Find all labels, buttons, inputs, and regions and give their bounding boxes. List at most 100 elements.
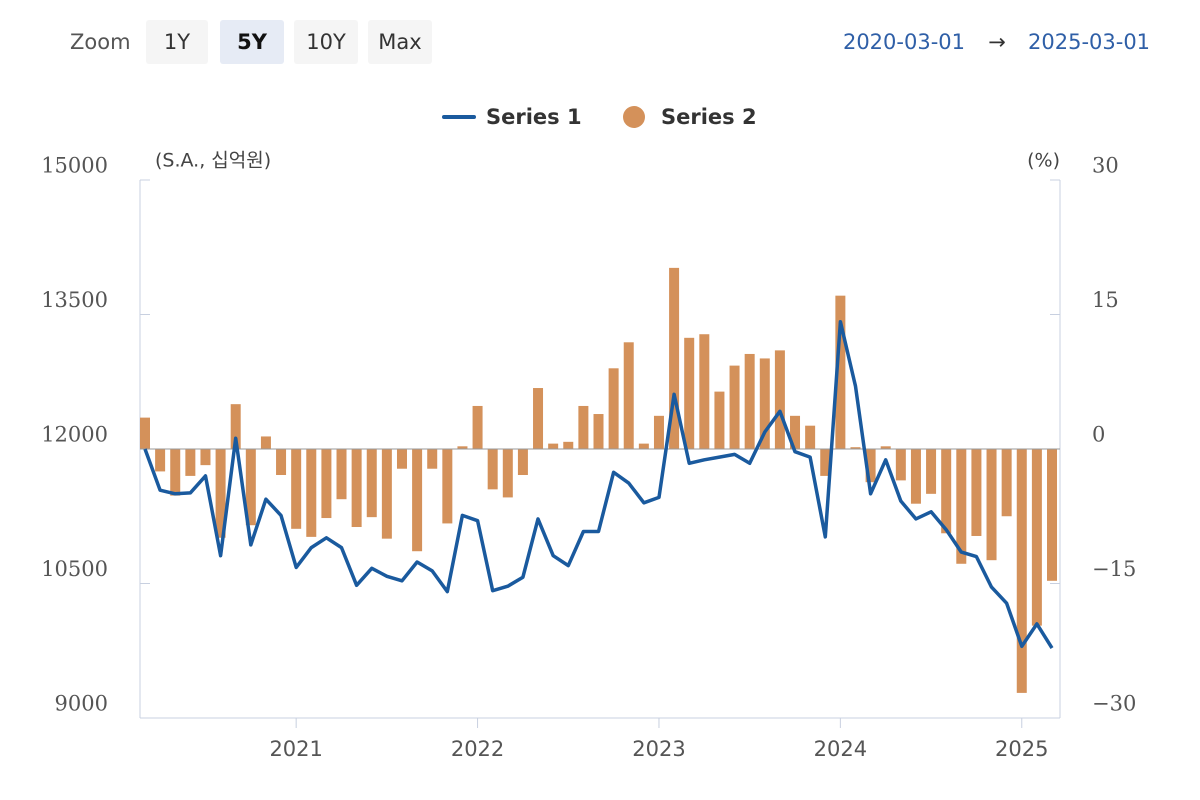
- zoom-button[interactable]: 10Y: [294, 20, 358, 64]
- bar: [1031, 449, 1042, 626]
- bar: [653, 415, 664, 449]
- bar: [956, 449, 967, 564]
- bar: [306, 449, 317, 537]
- x-tick-label: 2022: [451, 737, 504, 761]
- bar: [941, 449, 952, 534]
- bar: [442, 449, 453, 524]
- bar: [1001, 449, 1012, 517]
- bar: [714, 391, 725, 449]
- bar: [321, 449, 332, 519]
- zoom-button[interactable]: Max: [368, 20, 432, 64]
- bar: [170, 449, 181, 496]
- bar: [215, 449, 226, 538]
- x-tick-label: 2023: [632, 737, 685, 761]
- bar: [608, 368, 619, 449]
- bar: [820, 449, 831, 476]
- bar: [669, 267, 680, 449]
- bar: [548, 443, 559, 449]
- bar: [140, 417, 150, 449]
- bar: [1016, 449, 1027, 693]
- zoom-buttons: 1Y 5Y 10Y Max: [146, 20, 432, 64]
- bar: [986, 449, 997, 561]
- bar: [200, 449, 211, 466]
- bar: [336, 449, 347, 500]
- y-tick-label: 10500: [41, 557, 108, 581]
- button-bg: [368, 20, 432, 64]
- bar: [805, 425, 816, 449]
- zoom-button[interactable]: 1Y: [146, 20, 208, 64]
- bar: [790, 415, 801, 449]
- button-label: 1Y: [164, 30, 190, 54]
- bar: [351, 449, 362, 528]
- y2-tick-label: 0: [1092, 423, 1105, 447]
- bar: [533, 388, 544, 449]
- line: [143, 319, 1054, 650]
- bar: [895, 449, 906, 481]
- bar: [684, 337, 695, 449]
- zoom-label: Zoom: [70, 30, 131, 54]
- bar: [623, 342, 634, 449]
- bar: [699, 334, 710, 449]
- bar: [850, 447, 861, 449]
- y2-tick-label: 15: [1092, 288, 1119, 312]
- bar: [774, 350, 785, 449]
- bar: [412, 449, 423, 552]
- range-from: 2020-03-01: [843, 30, 965, 54]
- button-label: 5Y: [237, 30, 268, 54]
- bar: [593, 414, 604, 449]
- button-label: 10Y: [306, 30, 346, 54]
- bar: [880, 446, 891, 449]
- bar: [487, 449, 498, 490]
- bar: [185, 449, 196, 476]
- bar: [517, 449, 528, 476]
- button-bg: [146, 20, 208, 64]
- x-tick-label: 2021: [269, 737, 322, 761]
- bar: [971, 449, 982, 536]
- bar: [638, 443, 649, 449]
- y2-tick-label: −30: [1092, 692, 1136, 716]
- bar: [366, 449, 377, 518]
- bar: [759, 358, 770, 449]
- bar: [729, 365, 740, 449]
- bar: [744, 353, 755, 449]
- zoom-button[interactable]: 5Y: [220, 20, 284, 64]
- x-tick-label: 2025: [995, 737, 1048, 761]
- button-bg: [220, 20, 284, 64]
- bar: [381, 449, 392, 539]
- button-bg: [294, 20, 358, 64]
- range-separator: →: [988, 30, 1006, 54]
- range-to: 2025-03-01: [1028, 30, 1150, 54]
- bar: [578, 405, 589, 449]
- legend-label[interactable]: Series 2: [661, 105, 757, 129]
- bar: [396, 449, 407, 469]
- y-tick-label: 12000: [41, 423, 108, 447]
- bar: [155, 449, 166, 472]
- y-axis-unit: (S.A., 십억원): [155, 150, 271, 172]
- button-label: Max: [378, 30, 421, 54]
- bar: [865, 449, 876, 483]
- bar: [260, 436, 271, 449]
- y2-tick-label: −15: [1092, 557, 1136, 581]
- bar: [230, 404, 241, 449]
- y2-axis-unit: (%): [1027, 150, 1060, 172]
- legend-swatch: [623, 106, 645, 128]
- y-tick-label: 9000: [55, 692, 108, 716]
- bar: [276, 449, 287, 476]
- bar: [563, 441, 574, 449]
- y-tick-label: 15000: [41, 154, 108, 178]
- bar: [926, 449, 937, 494]
- bar: [291, 449, 302, 529]
- bar: [502, 449, 513, 498]
- bar: [427, 449, 438, 469]
- y-tick-label: 13500: [41, 288, 108, 312]
- bar: [245, 449, 256, 526]
- bar: [457, 446, 468, 449]
- x-tick-label: 2024: [814, 737, 867, 761]
- y2-tick-label: 30: [1092, 154, 1119, 178]
- bar: [835, 295, 846, 449]
- bar: [1047, 449, 1057, 581]
- legend-label[interactable]: Series 1: [486, 105, 582, 129]
- bar: [910, 449, 921, 504]
- bar: [472, 405, 483, 449]
